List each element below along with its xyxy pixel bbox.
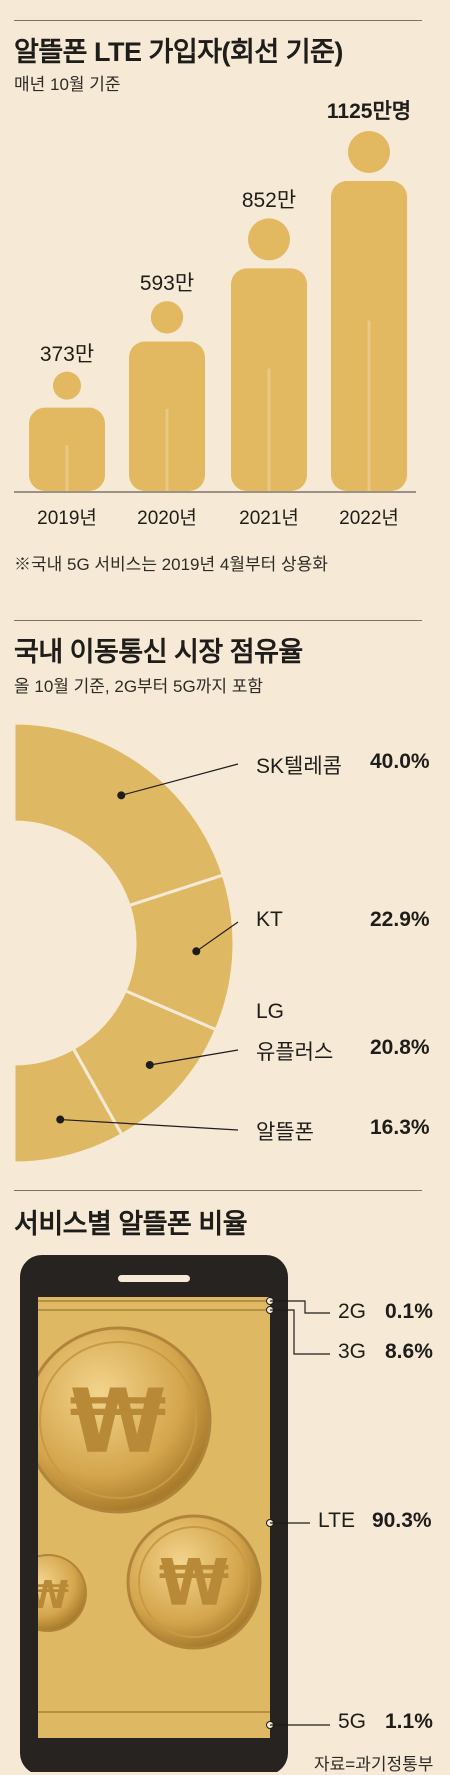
phone-leader-dot <box>266 1721 274 1729</box>
leader-line <box>195 921 239 952</box>
year-label: 2020년 <box>137 508 197 529</box>
phone-leader-line <box>270 1300 330 1314</box>
phone-leader-line <box>270 1309 330 1355</box>
year-label: 2022년 <box>339 508 399 529</box>
won-coin-icon-left <box>38 1554 87 1632</box>
phone-value-lte: 90.3% <box>372 1509 432 1532</box>
person-leg-gap <box>165 408 169 491</box>
slice-value-mvno: 16.3% <box>370 1116 430 1139</box>
person-leg-gap <box>65 445 69 491</box>
slice-label-kt: KT <box>256 908 283 931</box>
person-icon <box>331 131 407 491</box>
svg-text:₩: ₩ <box>159 1547 230 1621</box>
slice-label-skt: SK텔레콤 <box>256 755 342 778</box>
person-value-label: 852만 <box>241 189 297 213</box>
slice-label-lgu-line2: 유플러스 <box>256 1041 334 1064</box>
donut-slice <box>123 873 236 1032</box>
leader-dot <box>56 1115 65 1124</box>
slice-label-mvno: 알뜰폰 <box>256 1121 314 1144</box>
person-head <box>150 301 184 334</box>
chart1-title: 알뜰폰 LTE 가입자(회선 기준) <box>14 37 343 67</box>
person-head <box>348 131 390 173</box>
phone-label-3g: 3G <box>338 1340 367 1363</box>
people-group <box>29 131 407 491</box>
person-icon <box>129 301 205 491</box>
year-label: 2021년 <box>239 508 299 529</box>
person-leg-gap <box>267 368 271 491</box>
leader-dot <box>145 1060 154 1069</box>
section2-rule <box>14 620 422 621</box>
chart3-title: 서비스별 알뜰폰 비율 <box>14 1209 248 1239</box>
donut-group <box>12 721 236 1165</box>
leader-line <box>60 1118 239 1131</box>
chart2-subtitle: 올 10월 기준, 2G부터 5G까지 포함 <box>14 677 264 696</box>
top-rule <box>14 20 422 21</box>
phone-value-2g: 0.1% <box>385 1300 433 1323</box>
year-label: 2019년 <box>37 508 97 529</box>
leader-dot <box>192 947 201 956</box>
slice-value-lgu: 20.8% <box>370 1036 430 1059</box>
person-leg-gap <box>367 320 371 491</box>
person-head <box>248 218 290 261</box>
donut-slice <box>71 988 219 1137</box>
leader-line <box>149 1049 239 1066</box>
leader-dot <box>117 791 126 800</box>
person-value-label: 1125만명 <box>326 100 412 123</box>
person-value-label: 593만 <box>139 272 195 296</box>
phone-leader-dot <box>266 1297 274 1305</box>
svg-text:₩: ₩ <box>27 1573 69 1617</box>
section3-rule <box>14 1190 422 1191</box>
donut-leaders <box>56 763 239 1131</box>
slice-value-kt: 22.9% <box>370 908 430 931</box>
won-coin-icon-right <box>126 1514 262 1650</box>
phone-leader-dot <box>266 1306 274 1314</box>
donut-slice <box>12 1046 124 1165</box>
person-icon <box>231 218 307 491</box>
phone-screen <box>38 1297 270 1738</box>
person-value-label: 373만 <box>39 342 95 366</box>
chart1-note: ※국내 5G 서비스는 2019년 4월부터 상용화 <box>14 555 328 574</box>
phone-label-2g: 2G <box>338 1300 367 1323</box>
leader-line <box>121 763 239 796</box>
won-symbol: ₩ <box>69 1370 166 1473</box>
chart1-subtitle: 매년 10월 기준 <box>14 75 121 94</box>
person-head <box>53 371 81 400</box>
chart2-title: 국내 이동통신 시장 점유율 <box>14 637 303 667</box>
phone-label-lte: LTE <box>318 1509 355 1532</box>
slice-label-lgu-line1: LG <box>256 1000 285 1023</box>
phone-value-5g: 1.1% <box>385 1710 433 1733</box>
person-icon <box>29 371 105 491</box>
slice-value-skt: 40.0% <box>370 750 430 773</box>
phone-speaker <box>118 1275 190 1282</box>
source-note: 자료=과기정통부 <box>314 1755 434 1774</box>
won-coin-icon <box>38 1326 212 1514</box>
smartphone-icon <box>20 1255 288 1772</box>
phone-leader-dot <box>266 1519 274 1527</box>
phone-label-5g: 5G <box>338 1710 367 1733</box>
coins-group: ₩ ₩ ₩ <box>27 1326 262 1650</box>
donut-slice <box>12 721 226 908</box>
phone-value-3g: 8.6% <box>385 1340 433 1363</box>
chart1-svg <box>14 131 416 493</box>
